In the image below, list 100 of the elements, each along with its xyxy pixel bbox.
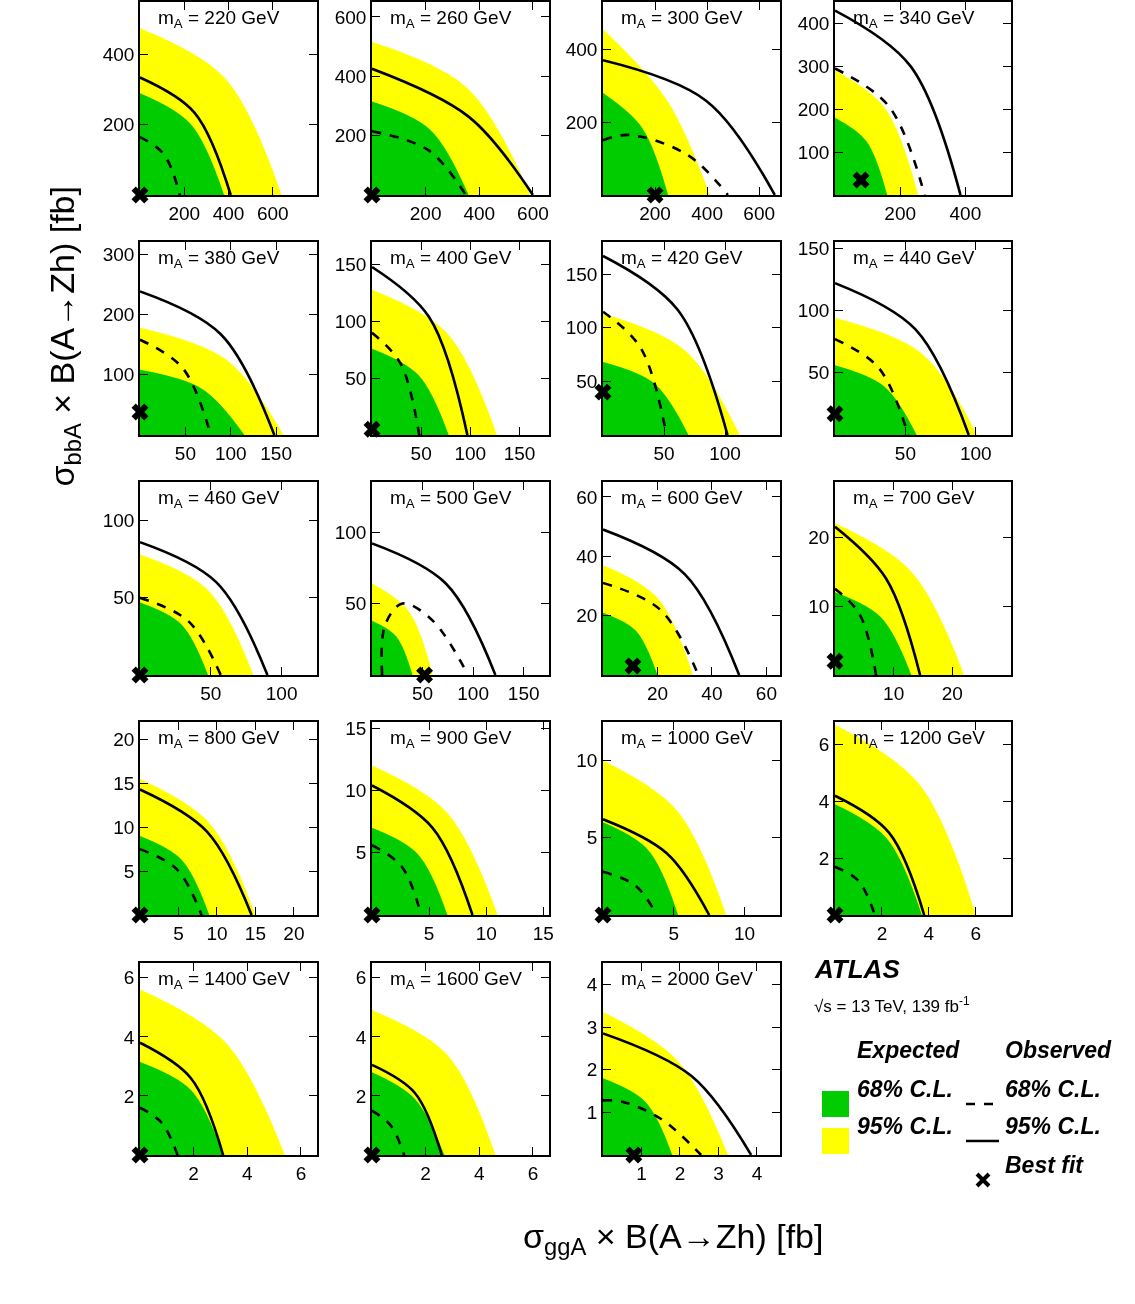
x-tick-label: 2	[420, 1162, 431, 1184]
x-axis-title: σ$_{ggA}$ × B(A→Zh) [fb]	[523, 1217, 824, 1261]
y-tick-label: 20	[113, 729, 135, 751]
chart-title: m$_{A}$ = 800 GeV	[158, 727, 280, 751]
x-tick-label: 50	[410, 442, 432, 464]
x-tick-label: 20	[646, 682, 669, 704]
y-tick-label: 10	[345, 780, 367, 802]
x-tick-label: 400	[691, 202, 723, 224]
y-tick-label: 50	[113, 587, 135, 609]
y-tick-label: 6	[355, 967, 367, 989]
chart-title: m$_{A}$ = 260 GeV	[390, 7, 512, 31]
chart-title: m$_{A}$ = 1000 GeV	[621, 727, 754, 751]
x-tick-label: 200	[409, 202, 442, 224]
y-tick-label: 100	[102, 510, 135, 532]
y-tick-label: 10	[576, 750, 598, 772]
text: 95% C.L.	[1005, 1113, 1101, 1139]
y-tick-label: 2	[123, 1085, 135, 1107]
chart-title: m$_{A}$ = 600 GeV	[621, 487, 743, 511]
x-tick-label: 100	[959, 442, 992, 464]
y-tick-label: 10	[808, 595, 830, 617]
y-tick-label: 60	[576, 486, 598, 508]
y-tick-label: 5	[355, 842, 367, 864]
x-tick-label: 60	[755, 682, 777, 704]
y-tick-label: 50	[808, 362, 830, 384]
x-tick-label: 150	[260, 442, 292, 464]
y-tick-label: 200	[334, 125, 367, 147]
x-tick-label: 400	[212, 202, 245, 224]
x-tick-label: 100	[709, 442, 741, 464]
text: Observed	[1005, 1037, 1113, 1063]
y-tick-label: 50	[576, 371, 598, 393]
y-tick-label: 40	[576, 545, 598, 567]
chart-title: m$_{A}$ = 700 GeV	[853, 487, 975, 511]
x-tick-label: 6	[527, 1162, 539, 1184]
y-tick-label: 100	[102, 364, 135, 386]
y-tick-label: 300	[797, 55, 830, 77]
y-tick-label: 6	[818, 734, 830, 756]
y-tick-label: 400	[102, 44, 135, 66]
x-tick-label: 200	[168, 202, 201, 224]
chart-title: m$_{A}$ = 2000 GeV	[621, 968, 754, 992]
y-tick-label: 50	[345, 593, 367, 615]
y-tick-label: 50	[345, 367, 367, 389]
y-tick-label: 150	[797, 237, 830, 259]
chart-title: m$_{A}$ = 460 GeV	[158, 487, 280, 511]
x-tick-label: 2	[188, 1162, 199, 1184]
x-tick-label: 5	[668, 922, 680, 944]
x-tick-label: 10	[883, 682, 905, 704]
chart-title: m$_{A}$ = 900 GeV	[390, 727, 512, 751]
x-tick-label: 20	[941, 682, 963, 704]
x-tick-label: 4	[923, 922, 935, 944]
x-tick-label: 600	[517, 202, 549, 224]
x-tick-label: 50	[174, 442, 196, 464]
text: 95% C.L.	[857, 1113, 953, 1139]
x-tick-label: 400	[949, 202, 982, 224]
y-tick-label: 2	[586, 1059, 598, 1081]
y-tick-label: 150	[565, 263, 598, 285]
x-tick-label: 2	[674, 1162, 686, 1184]
chart-title: m$_{A}$ = 500 GeV	[390, 487, 512, 511]
chart-title: m$_{A}$ = 420 GeV	[621, 247, 743, 271]
y-tick-label: 10	[113, 816, 135, 838]
x-tick-label: 200	[884, 202, 917, 224]
x-tick-label: 100	[457, 682, 489, 704]
chart-title: m$_{A}$ = 400 GeV	[390, 247, 512, 271]
text: Expected	[857, 1037, 961, 1063]
x-tick-label: 2	[876, 922, 888, 944]
x-tick-label: 10	[475, 922, 497, 944]
y-tick-label: 200	[797, 98, 830, 120]
y-tick-label: 100	[334, 311, 367, 333]
y-tick-label: 4	[818, 791, 830, 813]
y-tick-label: 4	[123, 1026, 135, 1048]
text: 68% C.L.	[857, 1076, 953, 1102]
x-tick-label: 100	[214, 442, 247, 464]
x-tick-label: 150	[507, 682, 540, 704]
x-tick-label: 15	[532, 922, 554, 944]
x-tick-label: 20	[283, 922, 305, 944]
chart-title: m$_{A}$ = 1600 GeV	[390, 968, 523, 992]
x-tick-label: 10	[206, 922, 228, 944]
x-tick-label: 150	[503, 442, 536, 464]
chart-title: m$_{A}$ = 440 GeV	[853, 247, 975, 271]
x-tick-label: 10	[734, 922, 756, 944]
x-tick-label: 400	[463, 202, 496, 224]
x-tick-label: 50	[894, 442, 916, 464]
y-tick-label: 100	[565, 317, 598, 339]
x-tick-label: 50	[200, 682, 222, 704]
text: Best fit	[1005, 1152, 1085, 1178]
x-tick-label: 100	[454, 442, 487, 464]
y-tick-label: 200	[565, 111, 598, 133]
text: √s = 13 TeV, 139 fb$^{-1}$	[814, 994, 970, 1017]
chart-title: m$_{A}$ = 380 GeV	[158, 247, 280, 271]
x-tick-label: 1	[636, 1162, 647, 1184]
y-tick-label: 400	[797, 13, 830, 35]
y-tick-label: 100	[797, 300, 830, 322]
y-tick-label: 3	[586, 1016, 598, 1038]
x-tick-label: 6	[970, 922, 982, 944]
x-tick-label: 50	[653, 442, 675, 464]
x-tick-label: 200	[639, 202, 671, 224]
x-tick-label: 600	[743, 202, 776, 224]
y-tick-label: 200	[102, 304, 135, 326]
x-tick-label: 3	[713, 1162, 724, 1184]
chart-title: m$_{A}$ = 1400 GeV	[158, 968, 291, 992]
y-tick-label: 300	[102, 243, 135, 265]
